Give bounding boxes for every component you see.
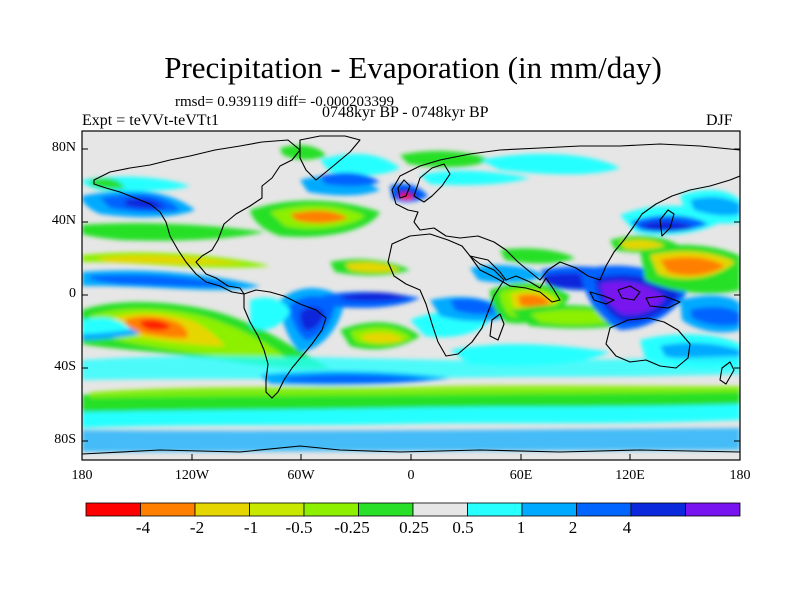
y-tick-label: 80N: [51, 140, 76, 155]
colorbar-swatch: [249, 502, 305, 517]
colorbar-swatch: [685, 502, 741, 517]
stats-line: rmsd= 0.939119 diff= -0.000203399: [175, 94, 394, 110]
colorbar-label: 2: [568, 518, 578, 537]
colorbar-label: -4: [135, 518, 151, 537]
x-tick-label: 0: [407, 468, 415, 483]
y-tick-label: 40S: [54, 359, 76, 374]
colorbar-swatch: [303, 502, 359, 517]
period-line: 0748kyr BP - 0748kyr BP: [322, 104, 489, 121]
colorbar-swatch: [140, 502, 196, 517]
colorbar-swatch: [521, 502, 577, 517]
axis-ticks: [81, 148, 741, 460]
colorbar-label: 0.5: [452, 518, 474, 537]
colorbar-swatch: [358, 502, 414, 517]
experiment-label: Expt = teVVt-teVTt1: [82, 112, 219, 129]
x-tick-label: 60E: [509, 468, 533, 483]
x-tick-label: 120E: [615, 468, 645, 483]
colorbar-swatch: [412, 502, 468, 517]
x-tick-label: 60W: [287, 468, 315, 483]
plot-title: Precipitation - Evaporation (in mm/day): [164, 50, 662, 85]
x-tick-label: 180: [729, 468, 751, 483]
x-tick-label: 120W: [174, 468, 210, 483]
colorbar-label: -0.5: [285, 518, 313, 537]
colorbar-label: -0.25: [334, 518, 370, 537]
colorbar-label: -1: [243, 518, 259, 537]
colorbar-swatch: [194, 502, 250, 517]
colorbar-swatch: [630, 502, 686, 517]
season-label: DJF: [706, 112, 733, 129]
colorbar-swatch: [85, 502, 141, 517]
y-tick-label: 0: [69, 286, 76, 301]
colorbar-label: 1: [516, 518, 526, 537]
precip-evap-field: [82, 135, 740, 455]
colorbar-swatch: [576, 502, 632, 517]
colorbar-swatch: [467, 502, 523, 517]
y-tick-label: 80S: [54, 432, 76, 447]
colorbar-label: 4: [622, 518, 632, 537]
x-tick-label: 180: [71, 468, 93, 483]
colorbar-label: 0.25: [399, 518, 429, 537]
y-tick-label: 40N: [51, 213, 76, 228]
colorbar: [85, 502, 741, 517]
colorbar-label: -2: [189, 518, 205, 537]
